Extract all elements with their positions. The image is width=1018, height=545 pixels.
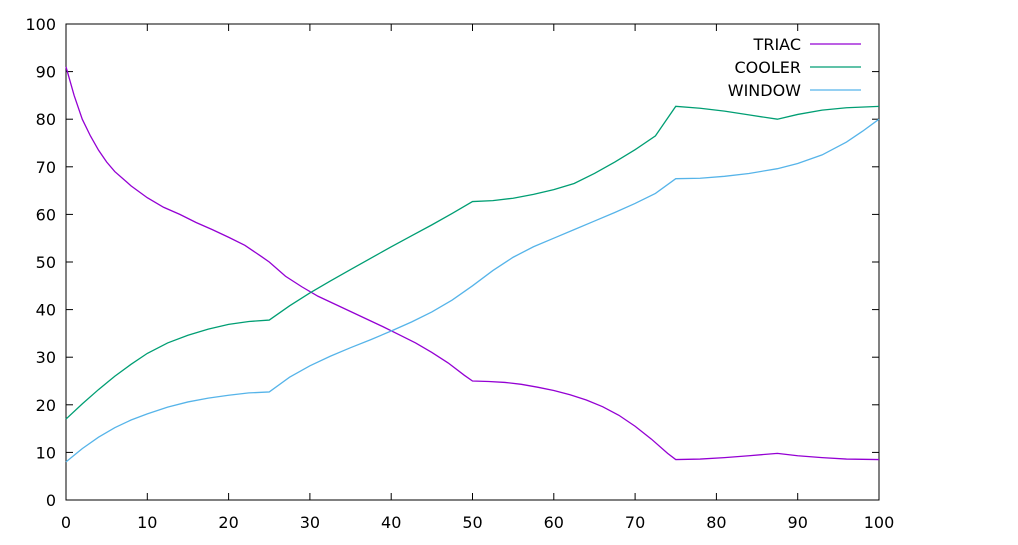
x-tick-label: 40	[381, 513, 401, 532]
y-tick-label: 0	[46, 491, 56, 510]
y-tick-label: 40	[36, 301, 56, 320]
series-line-triac	[65, 66, 880, 461]
legend-label-triac: TRIAC	[753, 35, 801, 54]
x-tick-label: 10	[137, 513, 157, 532]
x-tick-label: 0	[61, 513, 71, 532]
series-lines	[65, 66, 880, 463]
series-line-window	[65, 118, 880, 463]
x-tick-label: 90	[788, 513, 808, 532]
x-tick-label: 50	[462, 513, 482, 532]
x-tick-label: 60	[544, 513, 564, 532]
y-tick-label: 90	[36, 63, 56, 82]
x-axis: 0 10 20 30 40 50 60 70 80 90 100	[61, 24, 894, 532]
x-tick-label: 70	[625, 513, 645, 532]
y-tick-label: 20	[36, 396, 56, 415]
legend: TRIAC COOLER WINDOW	[728, 35, 861, 100]
y-tick-label: 10	[36, 443, 56, 462]
series-line-cooler	[65, 105, 880, 420]
legend-label-cooler: COOLER	[735, 58, 802, 77]
x-tick-label: 20	[218, 513, 238, 532]
x-tick-label: 100	[864, 513, 895, 532]
legend-label-window: WINDOW	[728, 81, 801, 100]
x-tick-label: 80	[706, 513, 726, 532]
y-tick-label: 30	[36, 348, 56, 367]
x-tick-label: 30	[300, 513, 320, 532]
y-axis: 0 10 20 30 40 50 60 70 80 90 100	[25, 15, 879, 510]
y-tick-label: 80	[36, 110, 56, 129]
y-tick-label: 100	[25, 15, 56, 34]
y-tick-label: 70	[36, 158, 56, 177]
y-tick-label: 50	[36, 253, 56, 272]
y-tick-label: 60	[36, 205, 56, 224]
